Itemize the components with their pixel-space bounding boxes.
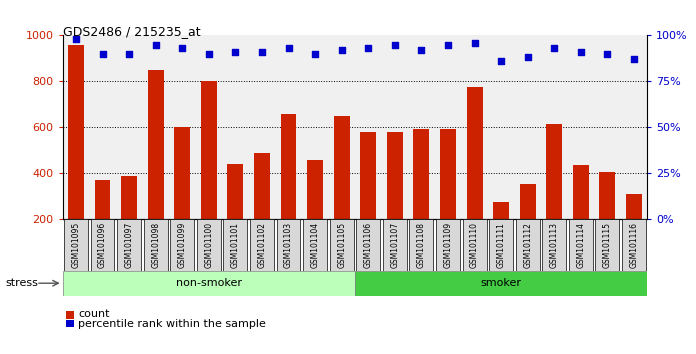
Point [70,36,81,42]
Text: GSM101103: GSM101103 [284,222,293,268]
FancyBboxPatch shape [303,219,327,271]
Text: GSM101106: GSM101106 [364,222,373,268]
FancyBboxPatch shape [171,219,194,271]
Text: percentile rank within the sample: percentile rank within the sample [78,319,266,329]
Point [576,49,587,55]
FancyBboxPatch shape [596,219,619,271]
Point [336,47,347,53]
Text: GSM101113: GSM101113 [550,222,559,268]
Text: GSM101098: GSM101098 [151,222,160,268]
Point [363,45,374,51]
FancyBboxPatch shape [223,219,247,271]
Bar [254,153,270,266]
Point [548,45,560,51]
Bar [361,132,377,266]
FancyBboxPatch shape [117,219,141,271]
FancyBboxPatch shape [64,219,88,271]
Text: GSM101111: GSM101111 [497,222,505,268]
Text: GSM101105: GSM101105 [337,222,346,268]
Bar [573,165,589,266]
Bar [201,81,216,266]
Text: GSM101109: GSM101109 [443,222,452,268]
FancyBboxPatch shape [463,219,487,271]
Point [522,55,533,60]
FancyBboxPatch shape [436,219,460,271]
Text: GSM101100: GSM101100 [205,222,213,268]
Bar [466,87,482,266]
FancyBboxPatch shape [197,219,221,271]
Text: GDS2486 / 215235_at: GDS2486 / 215235_at [63,25,200,38]
Text: GSM101114: GSM101114 [576,222,585,268]
Point [150,42,161,47]
Text: stress: stress [6,278,38,288]
Point [469,40,480,46]
Point [443,42,454,47]
Point [97,51,108,57]
Bar [546,124,562,266]
Bar [95,181,111,266]
FancyBboxPatch shape [330,219,354,271]
Bar [280,114,296,266]
Bar [413,129,429,266]
Bar [493,202,509,266]
Point [203,51,214,57]
Text: GSM101101: GSM101101 [231,222,240,268]
Bar [520,184,536,266]
Bar [599,172,615,266]
Bar [68,45,84,266]
FancyBboxPatch shape [383,219,406,271]
Text: GSM101096: GSM101096 [98,222,107,268]
FancyBboxPatch shape [489,219,513,271]
Text: non-smoker: non-smoker [176,278,242,288]
Text: GSM101110: GSM101110 [470,222,479,268]
Point [628,57,640,62]
Point [310,51,321,57]
FancyBboxPatch shape [356,219,380,271]
FancyBboxPatch shape [569,219,593,271]
Bar [440,129,456,266]
Point [256,49,267,55]
Bar [355,271,647,296]
Text: smoker: smoker [481,278,521,288]
FancyBboxPatch shape [622,219,646,271]
Point [389,42,400,47]
Text: GSM101115: GSM101115 [603,222,612,268]
Bar [307,160,323,266]
Bar [387,132,403,266]
Text: GSM101102: GSM101102 [258,222,267,268]
Text: GSM101116: GSM101116 [629,222,638,268]
FancyBboxPatch shape [90,219,114,271]
Bar [63,271,355,296]
FancyBboxPatch shape [409,219,434,271]
Point [283,45,294,51]
Point [496,58,507,64]
Bar [228,164,244,266]
Point [602,51,613,57]
Bar [626,194,642,266]
FancyBboxPatch shape [542,219,567,271]
Point [123,51,134,57]
FancyBboxPatch shape [516,219,539,271]
Point [177,45,188,51]
Text: count: count [78,309,109,319]
Text: GSM101097: GSM101097 [125,222,134,268]
Text: GSM101095: GSM101095 [72,222,81,268]
Text: GSM101108: GSM101108 [417,222,426,268]
Bar [148,70,164,266]
Point [416,47,427,53]
Bar [174,127,190,266]
Text: GSM101112: GSM101112 [523,222,532,268]
Text: GSM101099: GSM101099 [177,222,187,268]
FancyBboxPatch shape [143,219,168,271]
Text: GSM101107: GSM101107 [390,222,400,268]
Point [230,49,241,55]
Text: GSM101104: GSM101104 [310,222,319,268]
FancyBboxPatch shape [250,219,274,271]
FancyBboxPatch shape [276,219,301,271]
Bar [333,116,349,266]
Bar [121,176,137,266]
